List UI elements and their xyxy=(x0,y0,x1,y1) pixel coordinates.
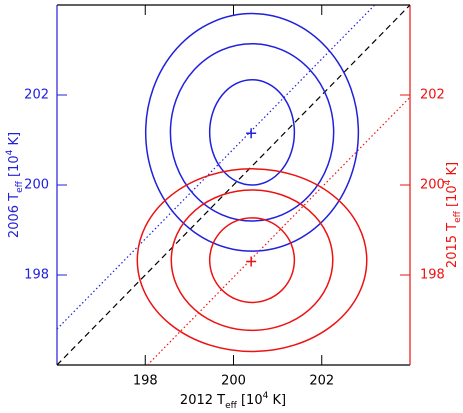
label-part: K] xyxy=(7,132,22,150)
reference-line xyxy=(57,5,410,365)
center-marker xyxy=(246,128,257,139)
label-part: K] xyxy=(268,393,286,408)
x-axis-label: 2012 Teff [104 K] xyxy=(180,391,286,411)
contour xyxy=(170,189,334,332)
label-part: 4 xyxy=(263,391,269,401)
contour xyxy=(208,78,296,186)
y-axis-label: 2006 Teff [104 K] xyxy=(5,132,25,238)
y-tick-label: 202 xyxy=(24,88,49,103)
label-part: 4 xyxy=(5,149,15,155)
label-part: 2012 T xyxy=(180,393,225,408)
y2-tick-label: 202 xyxy=(420,88,445,103)
y2-tick-label: 200 xyxy=(420,178,445,193)
label-part: [10 xyxy=(237,393,263,408)
label-part: eff xyxy=(453,210,463,223)
label-part: [10 xyxy=(7,155,22,181)
label-part: [10 xyxy=(445,185,460,211)
y2-tick-label: 198 xyxy=(420,268,445,283)
reference-line xyxy=(147,96,410,365)
center-marker xyxy=(246,256,257,267)
x-tick-label: 198 xyxy=(133,374,158,389)
x-tick-label: 200 xyxy=(221,374,246,389)
plot-area xyxy=(57,5,410,365)
contour xyxy=(144,12,360,252)
label-part: K] xyxy=(445,162,460,180)
label-part: 2015 T xyxy=(445,223,460,268)
x-tick-label: 202 xyxy=(309,374,334,389)
y-tick-label: 200 xyxy=(24,178,49,193)
contour xyxy=(136,168,368,353)
label-part: 2006 T xyxy=(7,193,22,238)
label-part: eff xyxy=(225,401,238,411)
label-part: eff xyxy=(15,180,25,193)
contour xyxy=(208,217,296,304)
label-part: 4 xyxy=(443,179,453,185)
contour xyxy=(169,42,335,222)
y2-axis-label: 2015 Teff [104 K] xyxy=(443,162,463,268)
y-tick-label: 198 xyxy=(24,268,49,283)
